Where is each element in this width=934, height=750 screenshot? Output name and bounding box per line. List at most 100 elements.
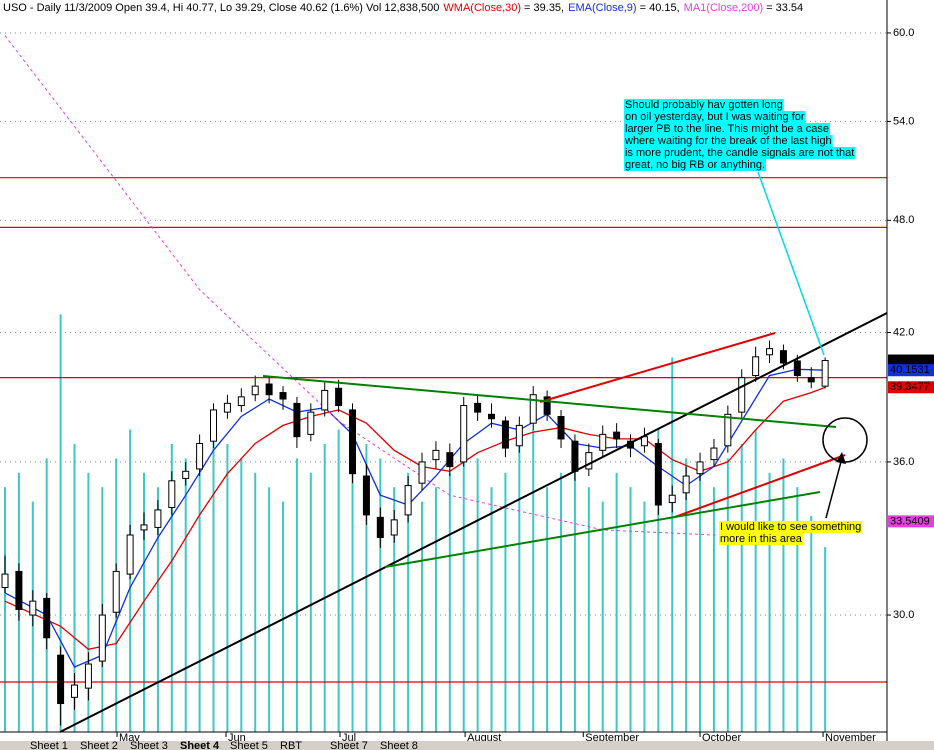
volume-bar bbox=[490, 487, 493, 732]
candle-body bbox=[279, 392, 287, 400]
candle-body bbox=[168, 480, 176, 508]
x-tick-label: October bbox=[702, 732, 741, 744]
volume-bar bbox=[726, 458, 729, 732]
volume-bar bbox=[295, 458, 298, 732]
candle-body bbox=[821, 360, 829, 387]
candle-body bbox=[349, 409, 357, 475]
value-tag-label: 40.1531 bbox=[890, 364, 930, 376]
x-tick-label: Jun bbox=[228, 732, 246, 744]
value-tag-label: 40.62 bbox=[890, 354, 918, 366]
sheet-tab[interactable]: Sheet 3 bbox=[130, 740, 168, 750]
volume-bar bbox=[532, 429, 535, 732]
overlay: 30.0 36.0 42.0 48.0 54.0 60.0 May Jun Jul August S… bbox=[116, 27, 934, 744]
volume-bar bbox=[129, 429, 132, 732]
drawings bbox=[59, 171, 888, 733]
note-background bbox=[719, 521, 863, 533]
y-tick-label: 54.0 bbox=[893, 115, 914, 127]
sheet-tab[interactable]: Sheet 8 bbox=[380, 740, 418, 750]
candle-body bbox=[696, 461, 704, 475]
candle-body bbox=[404, 485, 412, 516]
candle-body bbox=[237, 396, 245, 407]
legend-value: = 33.54 bbox=[766, 2, 803, 14]
legend-name: WMA(Close,30) bbox=[443, 2, 521, 14]
note-text: great, no big RB or anything. bbox=[625, 159, 765, 171]
sheet-tab[interactable]: Sheet 4 bbox=[180, 740, 220, 750]
trendline bbox=[539, 332, 776, 403]
volume-bar bbox=[546, 487, 549, 732]
title: USO - Daily 11/3/2009 Open 39.4, Hi 40.7… bbox=[3, 2, 439, 14]
legend-name: EMA(Close,9) bbox=[568, 2, 636, 14]
note-background bbox=[624, 99, 784, 111]
candle-body bbox=[293, 402, 301, 438]
volume-bar bbox=[699, 472, 702, 732]
volume-bar bbox=[587, 487, 590, 732]
chart-title: USO - Daily 11/3/2009 Open 39.4, Hi 40.7… bbox=[3, 2, 803, 14]
candle-body bbox=[571, 440, 579, 472]
pointer bbox=[757, 171, 825, 356]
volume-bar bbox=[379, 458, 382, 732]
note-background bbox=[624, 123, 831, 135]
value-tag bbox=[888, 381, 934, 394]
candle-body bbox=[29, 600, 37, 616]
volume-bar bbox=[629, 487, 632, 732]
candle-body bbox=[140, 524, 148, 531]
candle-body bbox=[585, 452, 593, 470]
volume-bar bbox=[782, 458, 785, 732]
volume-bar bbox=[421, 501, 424, 732]
candle-body bbox=[515, 424, 523, 447]
candle-body bbox=[613, 431, 621, 440]
candle-body bbox=[766, 348, 774, 356]
volume-bar bbox=[448, 472, 451, 732]
volume-bar bbox=[601, 501, 604, 732]
y-tick-label: 48.0 bbox=[893, 214, 914, 226]
volume-bar bbox=[615, 472, 618, 732]
y-tick-label: 36.0 bbox=[893, 456, 914, 468]
note-background bbox=[624, 135, 833, 147]
candle-body bbox=[710, 447, 718, 461]
sheet-tab[interactable]: Sheet 7 bbox=[330, 740, 368, 750]
x-tick-label: September bbox=[585, 732, 639, 744]
candle-body bbox=[223, 402, 231, 413]
note-background bbox=[719, 533, 803, 545]
trendline bbox=[59, 312, 888, 733]
y-tick-label: 30.0 bbox=[893, 609, 914, 621]
candle-body bbox=[682, 475, 690, 494]
note-text: on oil yesterday, but I was waiting for bbox=[625, 111, 805, 123]
candle-body bbox=[251, 385, 259, 396]
volume-bar bbox=[226, 444, 229, 732]
note-text: more in this area bbox=[720, 533, 803, 545]
candle-body bbox=[460, 405, 468, 463]
marks bbox=[0, 32, 887, 732]
volume-bar bbox=[657, 429, 660, 732]
legend-name: MA1(Close,200) bbox=[684, 2, 763, 14]
value-tag bbox=[888, 364, 934, 377]
note-text: where waiting for the break of the last … bbox=[624, 135, 832, 147]
note-text: I would like to see something bbox=[720, 521, 861, 533]
x-tick-label: May bbox=[119, 732, 140, 744]
volume-bar bbox=[685, 458, 688, 732]
volume-bar bbox=[504, 472, 507, 732]
candle-body bbox=[599, 433, 607, 451]
volume-bar bbox=[476, 458, 479, 732]
sheet-tab[interactable]: Sheet 1 bbox=[30, 740, 68, 750]
volume-bar bbox=[254, 472, 257, 732]
volume-bar bbox=[170, 444, 173, 732]
candle-body bbox=[182, 470, 190, 479]
sheet-tab[interactable]: Sheet 5 bbox=[230, 740, 268, 750]
candle-body bbox=[321, 389, 329, 411]
candle-body bbox=[488, 413, 496, 420]
volume-bar bbox=[337, 429, 340, 732]
y-tick-label: 60.0 bbox=[893, 27, 914, 39]
volume-bar bbox=[143, 472, 146, 732]
volume-bar bbox=[73, 444, 76, 732]
candle-body bbox=[1, 573, 9, 589]
candle-body bbox=[84, 663, 92, 689]
candle-body bbox=[196, 442, 204, 470]
sheet-tab[interactable]: RBT bbox=[280, 740, 302, 750]
note-text: larger PB to the line. This might be a c… bbox=[625, 123, 829, 135]
sheet-tab[interactable]: Sheet 2 bbox=[80, 740, 118, 750]
candle-body bbox=[501, 420, 509, 449]
volume-bar bbox=[309, 472, 312, 732]
candle-body bbox=[307, 411, 315, 435]
